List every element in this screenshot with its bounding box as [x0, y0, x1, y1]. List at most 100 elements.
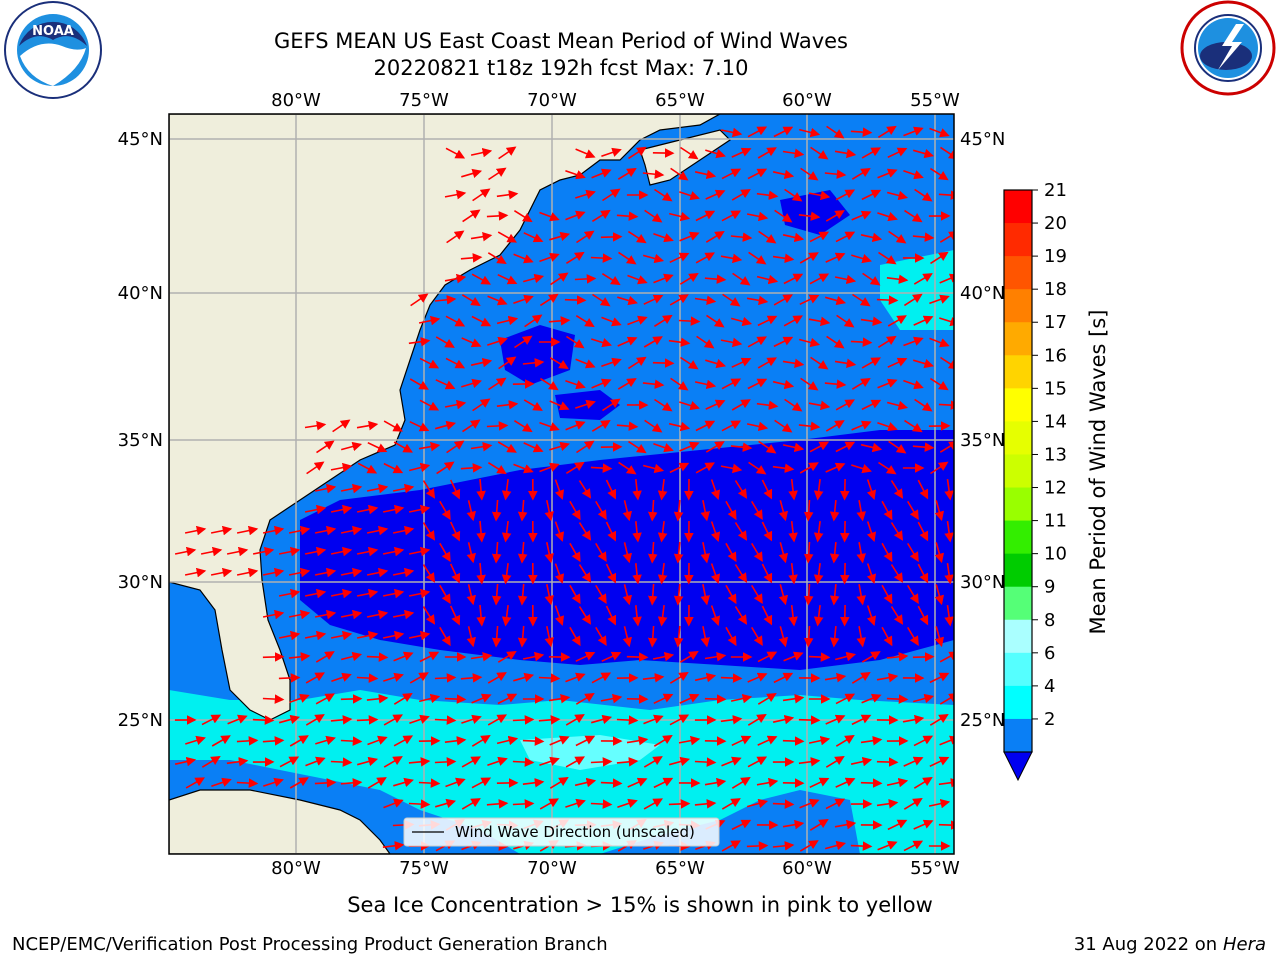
wind-wave-arrow: [434, 295, 457, 305]
wind-wave-arrow: [934, 626, 944, 648]
wind-wave-arrow: [262, 609, 285, 620]
wind-wave-arrow: [575, 692, 595, 705]
wind-wave-arrow: [669, 462, 690, 474]
wind-wave-arrow: [305, 672, 325, 684]
wind-wave-arrow: [262, 694, 285, 704]
wind-wave-arrow: [944, 478, 954, 501]
wind-wave-arrow: [890, 522, 904, 541]
wind-wave-arrow: [539, 293, 559, 307]
wind-wave-arrow: [434, 420, 457, 431]
wind-wave-arrow: [929, 127, 950, 138]
colorbar-swatch: [1004, 256, 1032, 290]
wind-wave-arrow: [278, 630, 301, 641]
wind-wave-arrow: [184, 567, 207, 578]
wind-wave-arrow: [799, 252, 819, 264]
wind-wave-arrow: [487, 756, 508, 766]
wind-wave-arrow: [445, 777, 466, 788]
wind-wave-arrow: [513, 420, 533, 433]
wind-wave-arrow: [834, 148, 857, 159]
wind-wave-arrow: [565, 461, 585, 474]
wind-wave-arrow: [851, 714, 872, 726]
wind-wave-arrow: [834, 651, 857, 662]
wind-wave-arrow: [590, 714, 613, 725]
wind-wave-arrow: [622, 626, 632, 648]
wind-wave-arrow: [517, 499, 528, 522]
wind-wave-arrow: [886, 777, 909, 788]
wind-wave-arrow: [460, 463, 483, 473]
wind-wave-arrow: [934, 542, 944, 564]
wind-wave-arrow: [917, 479, 929, 500]
wind-wave-arrow: [488, 377, 507, 391]
wind-wave-arrow: [705, 230, 725, 243]
wind-wave-arrow: [825, 210, 845, 222]
wind-wave-arrow: [497, 273, 518, 285]
wind-wave-arrow: [782, 442, 805, 453]
wind-wave-arrow: [679, 231, 700, 242]
wind-wave-arrow: [851, 671, 871, 684]
wind-wave-arrow: [366, 694, 389, 704]
wind-wave-arrow: [408, 336, 431, 347]
colorbar-tick-label: 18: [1044, 279, 1067, 300]
wind-wave-arrow: [539, 798, 559, 810]
wind-wave-arrow: [705, 148, 726, 159]
wind-wave-arrow: [824, 672, 847, 683]
wind-wave-arrow: [700, 542, 710, 564]
wind-wave-arrow: [486, 211, 509, 221]
wind-wave-arrow: [497, 650, 517, 663]
wind-wave-arrow: [673, 499, 684, 522]
wind-wave-arrow: [734, 606, 748, 625]
wind-wave-arrow: [705, 189, 726, 200]
latitude-labels-right: 45°N 40°N 35°N 30°N 25°N: [960, 129, 1005, 731]
map-legend: Wind Wave Direction (unscaled): [403, 817, 720, 847]
colorbar-swatch: [1004, 388, 1032, 422]
wind-wave-arrow: [748, 461, 767, 475]
wind-wave-arrow: [860, 316, 883, 327]
wind-wave-arrow: [705, 441, 725, 453]
wind-wave-arrow: [226, 756, 249, 767]
wind-wave-arrow: [912, 693, 935, 704]
wind-wave-arrow: [393, 651, 414, 662]
wind-wave-arrow: [878, 251, 897, 265]
wind-wave-arrow: [382, 546, 405, 557]
wind-wave-arrow: [653, 734, 673, 747]
wind-wave-arrow: [944, 520, 954, 543]
wind-wave-arrow: [578, 564, 592, 583]
wind-wave-arrow: [851, 464, 872, 474]
wind-wave-arrow: [548, 693, 571, 704]
wind-wave-arrow: [834, 274, 857, 285]
wind-wave-arrow: [825, 420, 845, 432]
wind-wave-arrow: [939, 651, 954, 663]
wind-wave-arrow: [653, 314, 673, 327]
wind-wave-arrow: [356, 504, 379, 515]
wind-wave-arrow: [513, 672, 535, 683]
wind-wave-arrow: [314, 525, 337, 536]
wind-wave-arrow: [304, 504, 327, 515]
wind-wave-arrow: [626, 735, 649, 746]
wind-wave-arrow: [694, 757, 717, 767]
wind-wave-arrow: [734, 480, 748, 499]
wind-wave-arrow: [227, 714, 248, 725]
wind-wave-arrow: [881, 584, 893, 605]
wind-wave-arrow: [824, 295, 847, 306]
wind-wave-arrow: [861, 693, 882, 704]
wind-wave-arrow: [829, 626, 840, 648]
wind-wave-arrow: [278, 588, 301, 599]
wind-wave-arrow: [595, 584, 607, 604]
wind-wave-arrow: [439, 626, 451, 647]
wind-wave-arrow: [678, 735, 701, 746]
colorbar-swatch: [1004, 355, 1032, 389]
wind-wave-arrow: [314, 483, 337, 494]
wind-wave-arrow: [549, 231, 571, 242]
wind-wave-arrow: [501, 520, 512, 543]
wind-wave-arrow: [382, 630, 405, 641]
wind-wave-arrow: [408, 504, 431, 515]
wind-wave-arrow: [185, 777, 205, 789]
wind-wave-arrow: [575, 315, 595, 328]
wind-wave-arrow: [835, 189, 856, 201]
wind-wave-arrow: [725, 584, 737, 605]
wind-wave-arrow: [419, 399, 440, 411]
wind-wave-arrow: [907, 500, 919, 520]
wind-wave-arrow: [444, 694, 467, 704]
wind-wave-arrow: [929, 377, 949, 391]
wind-wave-arrow: [356, 546, 379, 557]
